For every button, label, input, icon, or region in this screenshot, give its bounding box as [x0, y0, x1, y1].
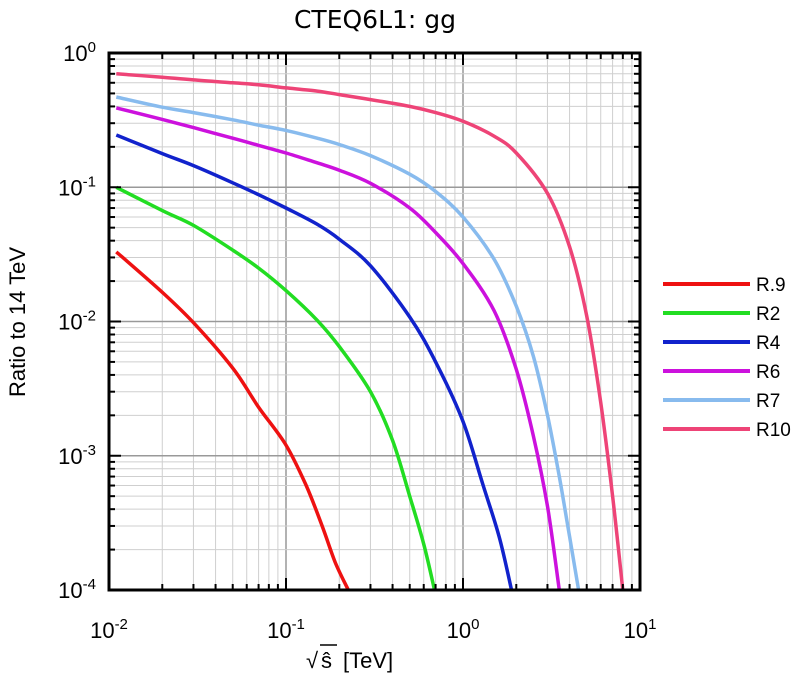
- y-tick-label: 10-1: [58, 173, 96, 200]
- x-tick-labels: 10-2 10-1 100 101: [90, 616, 656, 643]
- x-tick-label: 100: [447, 616, 480, 643]
- series-lines: [115, 72, 625, 590]
- x-axis-label: √ ŝ [TeV]: [306, 644, 393, 673]
- series-line-r9: [115, 250, 350, 590]
- y-tick-labels: 100 10-1 10-2 10-3 10-4: [58, 39, 96, 603]
- series-line-r6: [115, 106, 562, 590]
- legend-label: R10: [756, 420, 791, 441]
- y-tick-label: 100: [63, 39, 96, 66]
- series-line-r4: [115, 133, 514, 590]
- x-axis-variable: ŝ: [321, 648, 332, 673]
- tick-marks: [108, 52, 641, 591]
- legend-label: R6: [756, 362, 780, 383]
- grid-lines: [109, 53, 640, 590]
- chart-title: CTEQ6L1: gg: [294, 5, 456, 34]
- legend-label: R7: [756, 391, 780, 412]
- y-tick-label: 10-3: [58, 442, 96, 469]
- y-tick-label: 10-2: [58, 308, 96, 335]
- legend: R.9 R2 R4 R6 R7 R10: [663, 275, 791, 441]
- x-axis-unit: [TeV]: [343, 648, 393, 673]
- series-line-r7: [115, 95, 581, 590]
- x-tick-label: 10-1: [267, 616, 305, 643]
- legend-label: R4: [756, 333, 781, 354]
- series-line-r2: [115, 185, 437, 590]
- series-line-r10: [116, 72, 625, 590]
- legend-label: R2: [756, 304, 780, 325]
- y-axis-label: Ratio to 14 TeV: [5, 247, 30, 397]
- x-axis-root-symbol: √: [306, 648, 319, 673]
- x-tick-label: 101: [624, 616, 657, 643]
- x-tick-label: 10-2: [90, 616, 128, 643]
- legend-label: R.9: [756, 275, 786, 296]
- y-tick-label: 10-4: [58, 576, 96, 603]
